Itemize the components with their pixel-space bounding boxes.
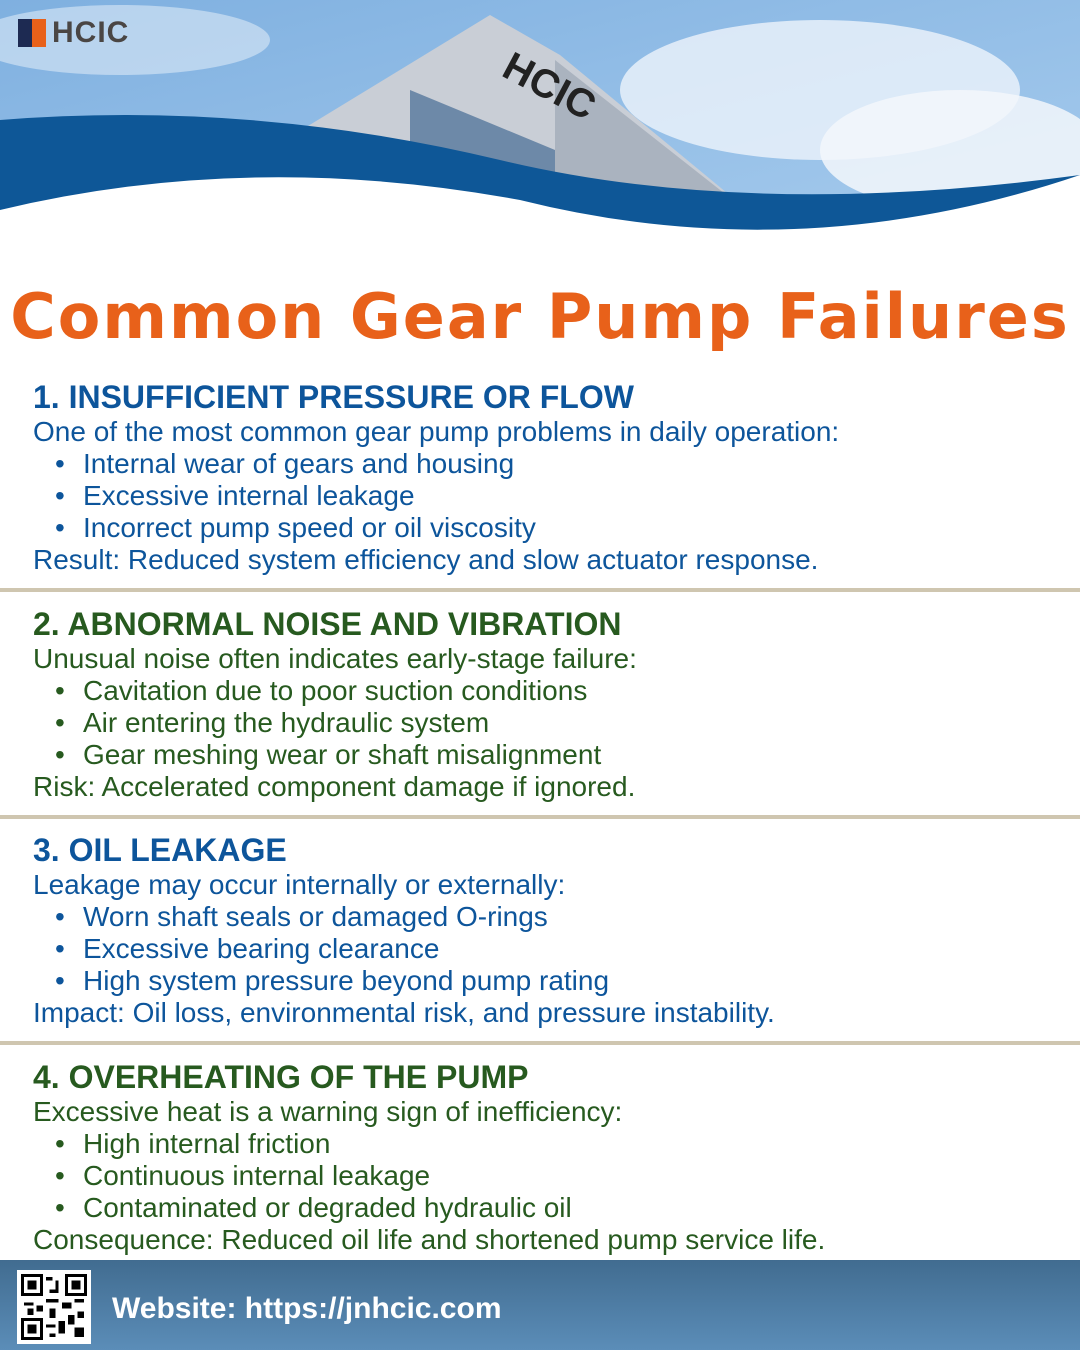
list-item: Worn shaft seals or damaged O-rings	[55, 901, 1073, 933]
section-heading: 4. OVERHEATING OF THE PUMP	[33, 1059, 529, 1095]
list-item: High system pressure beyond pump rating	[55, 965, 1073, 997]
section-heading: 3. OIL LEAKAGE	[33, 832, 287, 868]
section-result: Consequence: Reduced oil life and shorte…	[33, 1224, 826, 1255]
section-intro: One of the most common gear pump problem…	[33, 416, 840, 447]
section-intro: Unusual noise often indicates early-stag…	[33, 643, 637, 674]
footer: Website: https://jnhcic.com	[0, 1260, 1080, 1350]
logo-text: HCIC	[52, 16, 130, 49]
hcic-logo: HCIC	[18, 16, 129, 50]
list-item: Gear meshing wear or shaft misalignment	[55, 739, 1073, 771]
list-item: Excessive internal leakage	[55, 480, 1073, 512]
section-insufficient-pressure: 1. INSUFFICIENT PRESSURE OR FLOW One of …	[33, 380, 1073, 576]
section-heading: 2. ABNORMAL NOISE AND VIBRATION	[33, 606, 622, 642]
list-item: High internal friction	[55, 1128, 1073, 1160]
divider	[0, 1041, 1080, 1045]
list-item: Cavitation due to poor suction condition…	[55, 675, 1073, 707]
qr-code-icon[interactable]	[17, 1270, 91, 1344]
section-intro: Leakage may occur internally or external…	[33, 869, 566, 900]
list-item: Incorrect pump speed or oil viscosity	[55, 512, 1073, 544]
section-noise-vibration: 2. ABNORMAL NOISE AND VIBRATION Unusual …	[33, 607, 1073, 803]
list-item: Continuous internal leakage	[55, 1160, 1073, 1192]
section-result: Risk: Accelerated component damage if ig…	[33, 771, 636, 802]
list-item: Contaminated or degraded hydraulic oil	[55, 1192, 1073, 1224]
header-banner-image: HCIC	[0, 0, 1080, 270]
list-item: Air entering the hydraulic system	[55, 707, 1073, 739]
website-link[interactable]: Website: https://jnhcic.com	[112, 1292, 502, 1325]
section-result: Result: Reduced system efficiency and sl…	[33, 544, 819, 575]
list-item: Excessive bearing clearance	[55, 933, 1073, 965]
page-title: Common Gear Pump Failures	[10, 280, 1070, 353]
divider	[0, 815, 1080, 819]
list-item: Internal wear of gears and housing	[55, 448, 1073, 480]
logo-mark-icon	[18, 19, 46, 47]
section-heading: 1. INSUFFICIENT PRESSURE OR FLOW	[33, 379, 634, 415]
section-result: Impact: Oil loss, environmental risk, an…	[33, 997, 775, 1028]
section-intro: Excessive heat is a warning sign of inef…	[33, 1096, 623, 1127]
section-oil-leakage: 3. OIL LEAKAGE Leakage may occur interna…	[33, 833, 1073, 1029]
section-overheating: 4. OVERHEATING OF THE PUMP Excessive hea…	[33, 1060, 1073, 1256]
divider	[0, 588, 1080, 592]
